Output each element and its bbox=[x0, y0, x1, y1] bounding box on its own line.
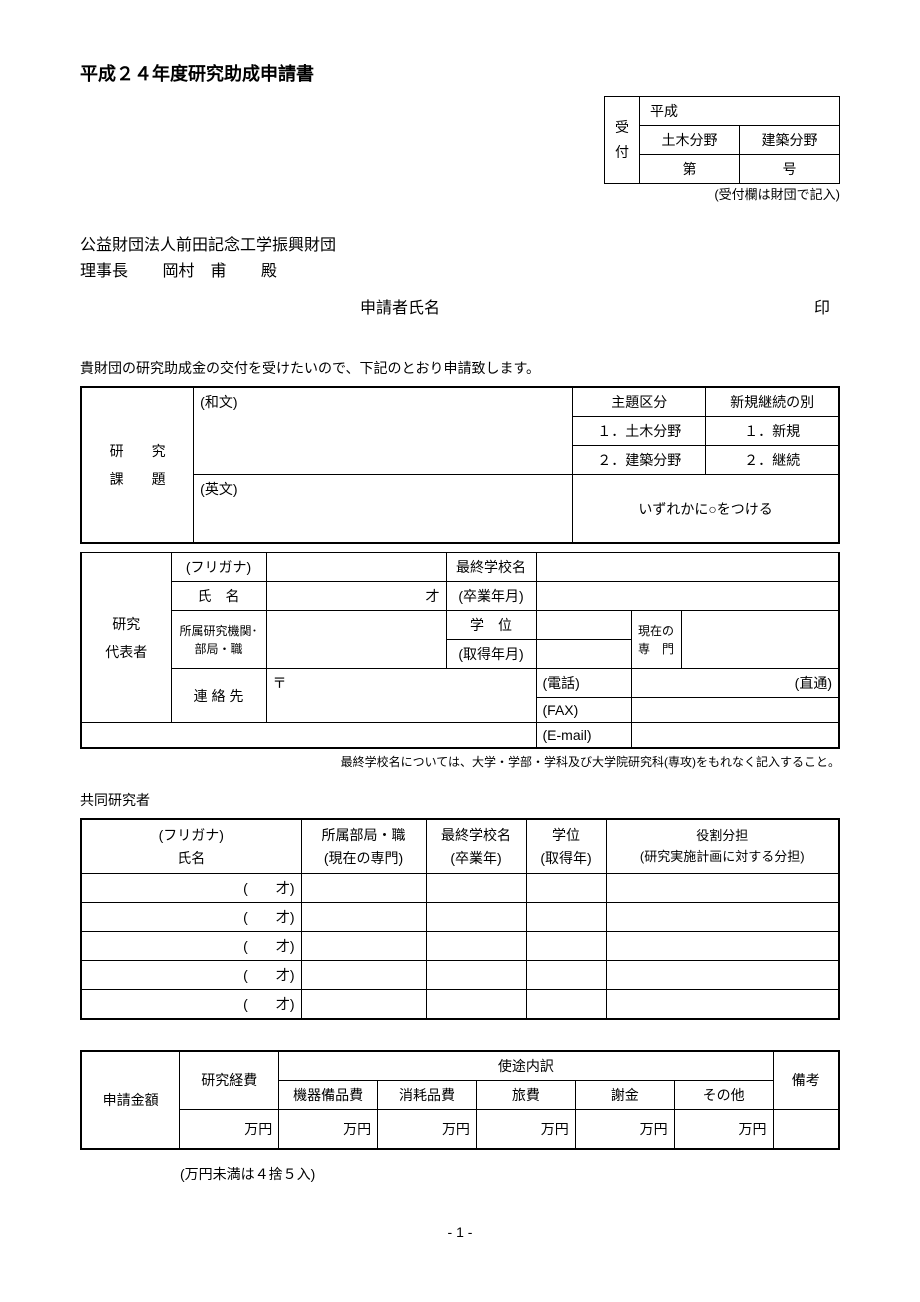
collab-h-aff: 所属部局・職(現在の専門) bbox=[301, 819, 426, 873]
circle-note: いずれかに○をつける bbox=[573, 475, 839, 544]
jp-input2[interactable] bbox=[194, 446, 573, 475]
degree-label: 学 位 bbox=[446, 611, 536, 640]
col-equipment: 機器備品費 bbox=[279, 1080, 378, 1109]
col-honorarium: 謝金 bbox=[575, 1080, 674, 1109]
representative-table: 研究代表者 (フリガナ) 最終学校名 氏 名 才 (卒業年月) 所属研究機関･部… bbox=[80, 552, 840, 749]
fax-input[interactable] bbox=[631, 698, 839, 723]
collab-h-school: 最終学校名(卒業年) bbox=[426, 819, 526, 873]
budget-total[interactable]: 万円 bbox=[180, 1109, 279, 1149]
phone-label: (電話) bbox=[536, 669, 631, 698]
budget-other[interactable]: 万円 bbox=[674, 1109, 773, 1149]
collab-row[interactable]: ( 才) bbox=[81, 902, 301, 931]
en-input[interactable] bbox=[194, 503, 573, 543]
budget-remarks[interactable] bbox=[773, 1109, 839, 1149]
chairman-honorific: 殿 bbox=[261, 263, 277, 280]
last-school-label: 最終学校名 bbox=[446, 553, 536, 582]
rounding-note: (万円未満は４捨５入) bbox=[180, 1164, 840, 1184]
research-expense-label: 研究経費 bbox=[180, 1051, 279, 1110]
grad-year-label: (卒業年月) bbox=[446, 582, 536, 611]
contact-label: 連 絡 先 bbox=[171, 669, 266, 723]
category-header: 主題区分 bbox=[573, 387, 706, 417]
email-input[interactable] bbox=[631, 723, 839, 749]
usage-header: 使途内訳 bbox=[279, 1051, 773, 1081]
degree-year-label: (取得年月) bbox=[446, 640, 536, 669]
rep-label: 研究代表者 bbox=[81, 553, 171, 723]
page-number: - 1 - bbox=[80, 1224, 840, 1240]
jp-label: (和文) bbox=[194, 387, 573, 417]
chairman-name: 岡村 甫 bbox=[162, 263, 226, 280]
chairman-title: 理事長 bbox=[80, 263, 128, 280]
specialty-label: 現在の専 門 bbox=[631, 611, 681, 669]
newcont-1[interactable]: １．新規 bbox=[706, 417, 839, 446]
specialty-input[interactable] bbox=[681, 611, 839, 669]
rep-name-input[interactable]: 才 bbox=[266, 582, 446, 611]
jp-input[interactable] bbox=[194, 417, 573, 446]
topic-label: 研 究課 題 bbox=[81, 387, 194, 543]
affiliation-input[interactable] bbox=[266, 611, 446, 669]
seal-mark: 印 bbox=[814, 294, 830, 318]
phone-input[interactable]: (直通) bbox=[631, 669, 839, 698]
budget-label: 申請金額 bbox=[81, 1051, 180, 1150]
budget-travel[interactable]: 万円 bbox=[476, 1109, 575, 1149]
category-1[interactable]: １．土木分野 bbox=[573, 417, 706, 446]
document-title: 平成２４年度研究助成申請書 bbox=[80, 60, 840, 86]
grad-year-input[interactable] bbox=[536, 582, 839, 611]
intro-text: 貴財団の研究助成金の交付を受けたいので、下記のとおり申請致します。 bbox=[80, 358, 840, 378]
budget-consumables[interactable]: 万円 bbox=[378, 1109, 477, 1149]
collab-row[interactable]: ( 才) bbox=[81, 931, 301, 960]
reception-era: 平成 bbox=[640, 97, 840, 126]
last-school-input[interactable] bbox=[536, 553, 839, 582]
rep-note: 最終学校名については、大学・学部・学科及び大学院研究科(専攻)をもれなく記入する… bbox=[80, 753, 840, 770]
foundation-name: 公益財団法人前田記念工学振興財団 bbox=[80, 233, 840, 259]
degree-year-input[interactable] bbox=[536, 640, 631, 669]
postal-input[interactable]: 〒 bbox=[266, 669, 536, 723]
newcont-header: 新規継続の別 bbox=[706, 387, 839, 417]
budget-honorarium[interactable]: 万円 bbox=[575, 1109, 674, 1149]
rep-furigana-input[interactable] bbox=[266, 553, 446, 582]
fax-label: (FAX) bbox=[536, 698, 631, 723]
col-travel: 旅費 bbox=[476, 1080, 575, 1109]
degree-input[interactable] bbox=[536, 611, 631, 640]
reception-box: 受付 平成 土木分野 建築分野 第 号 bbox=[604, 96, 840, 184]
reception-dai: 第 bbox=[640, 155, 740, 184]
remarks-label: 備考 bbox=[773, 1051, 839, 1110]
reception-field2: 建築分野 bbox=[740, 126, 840, 155]
collab-h-name: (フリガナ)氏名 bbox=[81, 819, 301, 873]
foundation-block: 公益財団法人前田記念工学振興財団 理事長 岡村 甫 殿 bbox=[80, 233, 840, 284]
reception-note: (受付欄は財団で記入) bbox=[80, 184, 840, 203]
applicant-label: 申請者氏名 bbox=[360, 300, 440, 317]
reception-label: 受付 bbox=[605, 97, 640, 184]
email-label: (E-mail) bbox=[536, 723, 631, 749]
col-other: その他 bbox=[674, 1080, 773, 1109]
budget-equipment[interactable]: 万円 bbox=[279, 1109, 378, 1149]
collab-h-degree: 学位(取得年) bbox=[526, 819, 606, 873]
newcont-2[interactable]: ２．継続 bbox=[706, 446, 839, 475]
en-label: (英文) bbox=[194, 475, 573, 504]
applicant-row: 申請者氏名 印 bbox=[80, 294, 840, 318]
affiliation-label: 所属研究機関･部局・職 bbox=[171, 611, 266, 669]
rep-furigana-label: (フリガナ) bbox=[171, 553, 266, 582]
collab-h-role: 役割分担(研究実施計画に対する分担) bbox=[606, 819, 839, 873]
collaborators-label: 共同研究者 bbox=[80, 790, 840, 810]
rep-name-label: 氏 名 bbox=[171, 582, 266, 611]
budget-table: 申請金額 研究経費 使途内訳 備考 機器備品費 消耗品費 旅費 謝金 その他 万… bbox=[80, 1050, 840, 1151]
collab-row[interactable]: ( 才) bbox=[81, 989, 301, 1019]
category-2[interactable]: ２．建築分野 bbox=[573, 446, 706, 475]
research-topic-table: 研 究課 題 (和文) 主題区分 新規継続の別 １．土木分野 １．新規 ２．建築… bbox=[80, 386, 840, 544]
reception-field1: 土木分野 bbox=[640, 126, 740, 155]
col-consumables: 消耗品費 bbox=[378, 1080, 477, 1109]
collab-row[interactable]: ( 才) bbox=[81, 960, 301, 989]
collab-row[interactable]: ( 才) bbox=[81, 873, 301, 902]
collaborators-table: (フリガナ)氏名 所属部局・職(現在の専門) 最終学校名(卒業年) 学位(取得年… bbox=[80, 818, 840, 1020]
reception-gou: 号 bbox=[740, 155, 840, 184]
